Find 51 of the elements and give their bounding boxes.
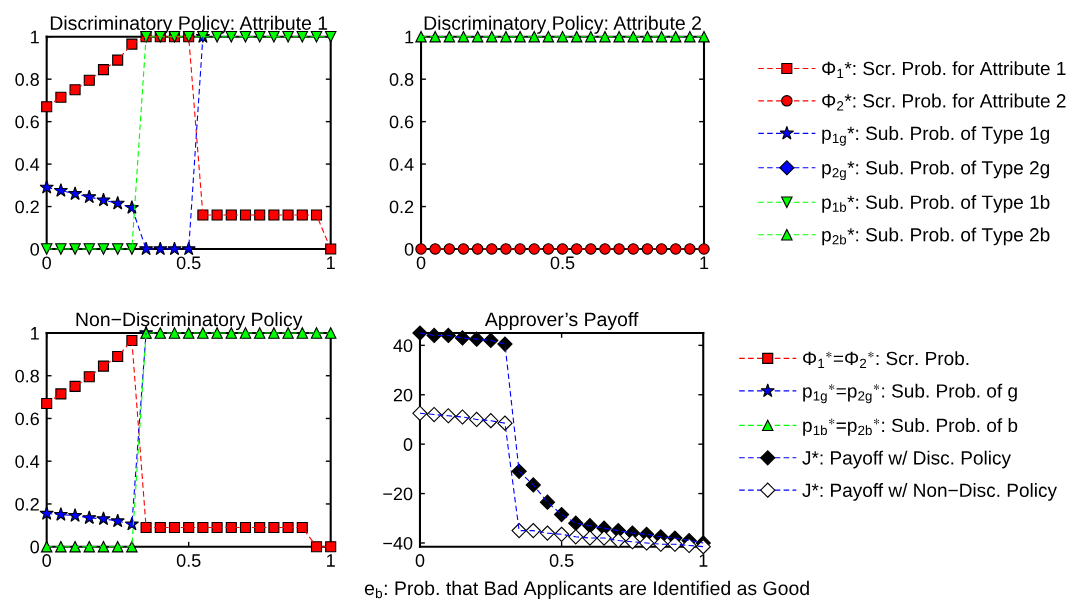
x-tick-label: 0 xyxy=(415,554,425,567)
y-tick-label: 0.8 xyxy=(15,369,39,383)
y-tick-label: −40 xyxy=(383,536,413,550)
y-tick-label: 0.6 xyxy=(389,115,414,129)
chart-title: Discriminatory Policy: Attribute 2 xyxy=(424,15,701,34)
legend-label: J*: Payoff w/ Non−Disc. Policy xyxy=(802,483,1057,501)
x-tick-label: 0 xyxy=(42,256,51,270)
legend-label: p$_{1b}$*: Sub. Prob. of Type 1b xyxy=(822,194,1050,213)
y-tick-label: 0.2 xyxy=(15,200,39,214)
legend-label: Φ$_{2}$*: Scr. Prob. for Attribute 2 xyxy=(822,93,1066,111)
y-tick-label: 0 xyxy=(30,242,40,256)
legend-label: p$_{1b}$$^{∗}$=p$_{2b}$$^{∗}$: Sub. Prob. of b xyxy=(803,418,1018,436)
y-tick-label: 0.2 xyxy=(389,200,414,214)
y-tick-label: 0 xyxy=(403,438,413,451)
x-tick-label: 1 xyxy=(327,554,335,567)
chart-title: Discriminatory Policy: Attribute 1 xyxy=(50,15,328,34)
legend-label: p$_{1g}$*: Sub. Prob. of Type 1g xyxy=(822,126,1050,146)
legend-label: p$_{2b}$*: Sub. Prob. of Type 2b xyxy=(822,227,1050,246)
x-tick-label: 1 xyxy=(700,256,709,270)
y-tick-label: 0 xyxy=(404,242,414,256)
x-tick-label: 0.5 xyxy=(176,554,201,567)
x-tick-label: 1 xyxy=(699,554,708,567)
legend-label: Φ$_{1}$*: Scr. Prob. for Attribute 1 xyxy=(822,61,1066,79)
y-tick-label: 1 xyxy=(31,327,39,340)
x-tick-label: 0 xyxy=(416,256,426,270)
x-tick-label: 0.5 xyxy=(176,256,201,270)
legend-label: J*: Payoff w/ Disc. Policy xyxy=(802,450,1011,469)
y-tick-label: 20 xyxy=(393,388,413,402)
y-tick-label: 0.4 xyxy=(15,455,40,468)
y-tick-label: 0.2 xyxy=(15,497,39,511)
y-tick-label: 0.4 xyxy=(389,158,414,171)
y-tick-label: 0.6 xyxy=(15,115,39,129)
x-tick-label: 0.5 xyxy=(550,256,575,270)
y-tick-label: 0 xyxy=(30,540,40,554)
y-tick-label: 0.8 xyxy=(389,73,414,86)
y-tick-label: −20 xyxy=(383,487,413,501)
y-tick-label: 40 xyxy=(393,339,413,353)
x-tick-label: 0.5 xyxy=(549,554,574,567)
legend-label: Φ$_{1}$$^{∗}$=Φ$_{2}$$^{∗}$: Scr. Prob. xyxy=(803,351,969,368)
y-tick-label: 0.6 xyxy=(15,412,39,426)
legend-label: p$_{2g}$*: Sub. Prob. of Type 2g xyxy=(822,160,1050,181)
legend-label: p$_{1g}$$^{∗}$=p$_{2g}$$^{∗}$: Sub. Prob. of g xyxy=(803,383,1017,404)
x-tick-label: 0 xyxy=(42,554,51,567)
x-axis-title: e$_{b}$: Prob. that Bad Applicants are Identified as Good xyxy=(364,580,809,599)
y-tick-label: 1 xyxy=(31,30,39,44)
y-tick-label: 1 xyxy=(405,30,414,44)
y-tick-label: 0.8 xyxy=(15,73,39,86)
chart-title: Non−Discriminatory Policy xyxy=(76,311,303,331)
x-tick-label: 1 xyxy=(327,256,335,270)
y-tick-label: 0.4 xyxy=(15,158,40,171)
chart-title: Approver’s Payoff xyxy=(484,311,639,331)
